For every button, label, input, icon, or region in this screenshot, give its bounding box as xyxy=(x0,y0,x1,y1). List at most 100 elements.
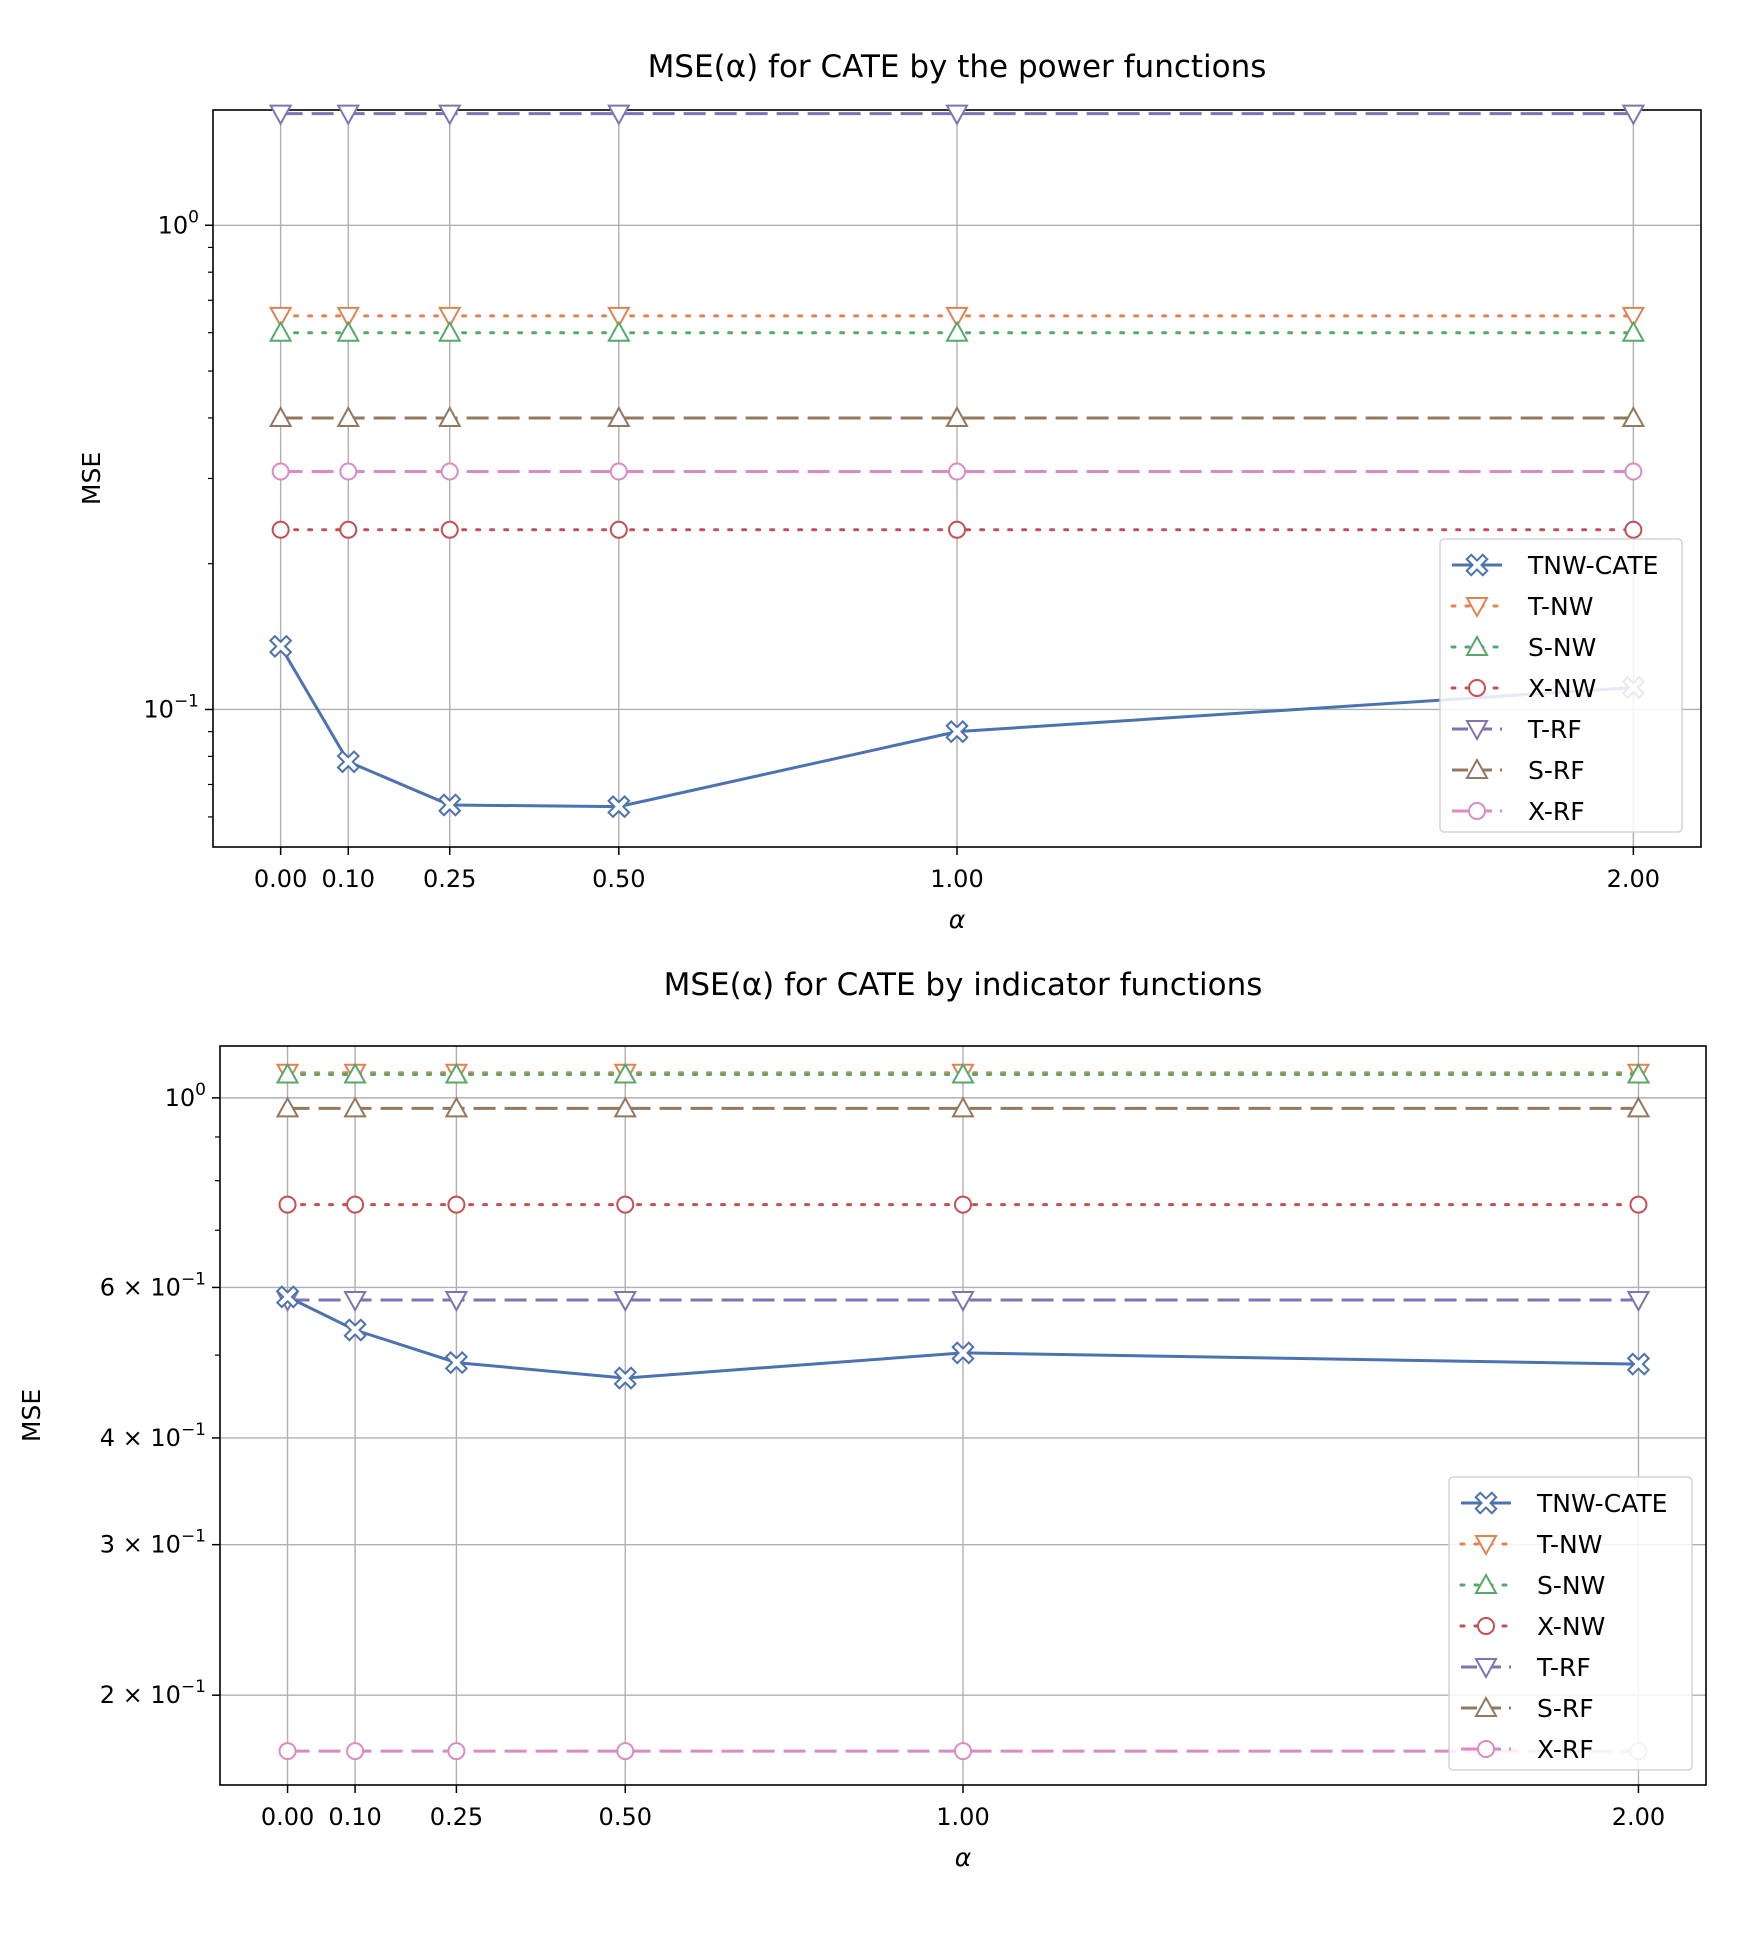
legend-marker xyxy=(1465,634,1489,656)
legend-label: T-NW xyxy=(1527,592,1593,621)
data-point xyxy=(343,1291,367,1313)
legend-marker xyxy=(1468,802,1486,820)
data-point xyxy=(339,462,358,481)
data-point xyxy=(336,750,360,774)
y-axis-label: MSE xyxy=(77,452,106,505)
y-tick-base: 10 xyxy=(158,211,189,239)
data-point xyxy=(275,1285,300,1309)
series-T-RF xyxy=(275,1291,1651,1313)
x-tick-label: 0.50 xyxy=(592,865,645,893)
x-tick-label: 0.00 xyxy=(254,865,307,893)
data-point xyxy=(1621,405,1646,427)
data-point xyxy=(1624,462,1643,481)
legend-marker xyxy=(1465,553,1489,577)
data-point xyxy=(440,520,459,539)
data-point xyxy=(613,1366,637,1390)
y-tick-exponent: −1 xyxy=(181,1677,206,1697)
data-point xyxy=(339,520,358,539)
data-point xyxy=(607,306,631,328)
data-point xyxy=(268,405,293,427)
chart-0: MSE(α) for CATE by the power functions 10… xyxy=(77,49,1702,934)
data-point xyxy=(440,462,459,481)
data-point xyxy=(945,320,969,342)
series-TNW-CATE xyxy=(275,1285,1651,1390)
x-tick-label: 1.00 xyxy=(936,1803,989,1831)
data-point xyxy=(268,306,293,328)
x-tick-label: 0.00 xyxy=(261,1803,314,1831)
data-point xyxy=(616,1742,635,1761)
legend-label: X-NW xyxy=(1528,674,1596,703)
y-tick-label: 10−1 xyxy=(143,691,199,723)
legend: TNW-CATE T-NW S-NW X-NW T-RF S-RF X-RF xyxy=(1448,1476,1693,1771)
data-point xyxy=(268,104,293,126)
data-point xyxy=(609,462,628,481)
y-tick-label: 6 × 10−1 xyxy=(100,1269,206,1301)
data-point xyxy=(607,405,631,427)
data-point xyxy=(268,320,293,342)
data-point xyxy=(1626,1291,1651,1313)
data-point xyxy=(613,1062,637,1084)
data-point xyxy=(951,1291,975,1313)
data-point xyxy=(438,405,462,427)
legend-marker xyxy=(1474,1535,1498,1557)
data-point xyxy=(271,462,290,481)
data-point xyxy=(609,520,628,539)
legend-marker xyxy=(1477,1740,1495,1758)
data-point xyxy=(275,1096,300,1118)
y-tick-label: 2 × 10−1 xyxy=(100,1677,206,1709)
data-point xyxy=(444,1096,469,1118)
data-point xyxy=(1621,320,1646,342)
data-point xyxy=(1626,1352,1651,1376)
data-point xyxy=(336,306,360,328)
legend-label: X-RF xyxy=(1528,797,1585,826)
y-tick-label: 100 xyxy=(165,1080,206,1112)
data-point xyxy=(343,1062,367,1084)
legend-marker xyxy=(1474,1491,1498,1515)
data-point xyxy=(1621,104,1646,126)
legend-marker xyxy=(1474,1658,1498,1680)
legend-label: TNW-CATE xyxy=(1536,1489,1667,1518)
chart-1: MSE(α) for CATE by indicator functions 10… xyxy=(17,967,1707,1872)
data-point xyxy=(1626,1096,1651,1118)
y-tick-exponent: −1 xyxy=(181,1420,206,1440)
data-point xyxy=(945,306,969,328)
series-S-RF xyxy=(275,1096,1651,1118)
x-tick-label: 0.25 xyxy=(423,865,476,893)
data-point xyxy=(1629,1195,1648,1214)
y-tick-label: 100 xyxy=(158,207,199,239)
data-point xyxy=(438,306,462,328)
legend-marker xyxy=(1474,1572,1498,1594)
data-point xyxy=(613,1096,637,1118)
data-point xyxy=(954,1742,972,1761)
legend: TNW-CATE T-NW S-NW X-NW T-RF S-RF X-RF xyxy=(1439,538,1683,833)
data-point xyxy=(343,1318,367,1342)
data-point xyxy=(343,1096,367,1118)
chart-title: MSE(α) for CATE by the power functions xyxy=(648,49,1267,85)
legend-marker xyxy=(1465,757,1489,779)
y-tick-exponent: 0 xyxy=(188,207,199,227)
legend-marker xyxy=(1465,597,1489,619)
data-point xyxy=(336,104,360,126)
y-tick-base: 10 xyxy=(143,695,174,723)
data-point xyxy=(613,1291,637,1313)
series-S-NW xyxy=(275,1062,1651,1084)
x-axis-label: α xyxy=(955,1843,972,1872)
data-point xyxy=(607,794,631,819)
x-tick-label: 0.50 xyxy=(599,1803,652,1831)
data-point xyxy=(951,1096,975,1118)
series-line xyxy=(279,645,1634,809)
x-tick-label: 0.10 xyxy=(328,1803,381,1831)
data-point xyxy=(438,320,462,342)
series-X-RF xyxy=(278,1742,1648,1761)
data-point xyxy=(607,320,631,342)
data-point xyxy=(278,1195,297,1214)
legend-box xyxy=(1448,1476,1693,1771)
legend-label: S-NW xyxy=(1528,633,1596,662)
legend-label: T-NW xyxy=(1536,1530,1602,1559)
data-point xyxy=(444,1062,469,1084)
x-axis-label: α xyxy=(949,905,966,934)
legend-label: T-RF xyxy=(1527,715,1582,744)
chart-title: MSE(α) for CATE by indicator functions xyxy=(664,967,1263,1003)
legend-label: X-NW xyxy=(1537,1612,1605,1641)
